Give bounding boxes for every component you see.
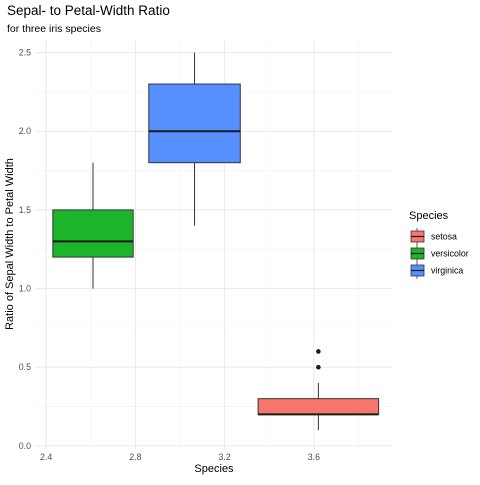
x-axis-label: Species bbox=[194, 463, 234, 475]
box-versicolor bbox=[52, 209, 134, 258]
legend-title: Species bbox=[409, 210, 449, 222]
box-setosa bbox=[257, 398, 380, 415]
legend-label-versicolor: versicolor bbox=[431, 249, 469, 259]
y-tick-label: 1.0 bbox=[19, 284, 31, 294]
legend: Species setosa versicolor virginica bbox=[409, 210, 469, 279]
box-layer bbox=[52, 52, 380, 431]
x-tick-label: 3.6 bbox=[308, 452, 320, 462]
outlier-point-setosa bbox=[316, 364, 321, 370]
x-tick-label: 2.8 bbox=[129, 452, 141, 462]
y-tick-label: 0.0 bbox=[19, 441, 31, 451]
chart-subtitle: for three iris species bbox=[7, 23, 101, 35]
y-tick-label: 2.5 bbox=[19, 48, 31, 58]
y-axis-label: Ratio of Sepal Width to Petal Width bbox=[4, 158, 16, 330]
y-tick-label: 1.5 bbox=[19, 205, 31, 215]
x-tick-label: 2.4 bbox=[40, 452, 52, 462]
y-tick-label: 2.0 bbox=[19, 126, 31, 136]
tick-layer: 0.0 0.5 1.0 1.5 2.0 2.5 2.4 2.8 3.2 3.6 bbox=[19, 48, 320, 462]
x-tick-label: 3.2 bbox=[219, 452, 231, 462]
y-tick-label: 0.5 bbox=[19, 362, 31, 372]
box-virginica bbox=[148, 83, 241, 164]
legend-label-virginica: virginica bbox=[431, 266, 463, 276]
chart-title: Sepal- to Petal-Width Ratio bbox=[7, 3, 170, 18]
legend-label-setosa: setosa bbox=[431, 232, 457, 242]
outlier-point-setosa bbox=[316, 349, 321, 354]
